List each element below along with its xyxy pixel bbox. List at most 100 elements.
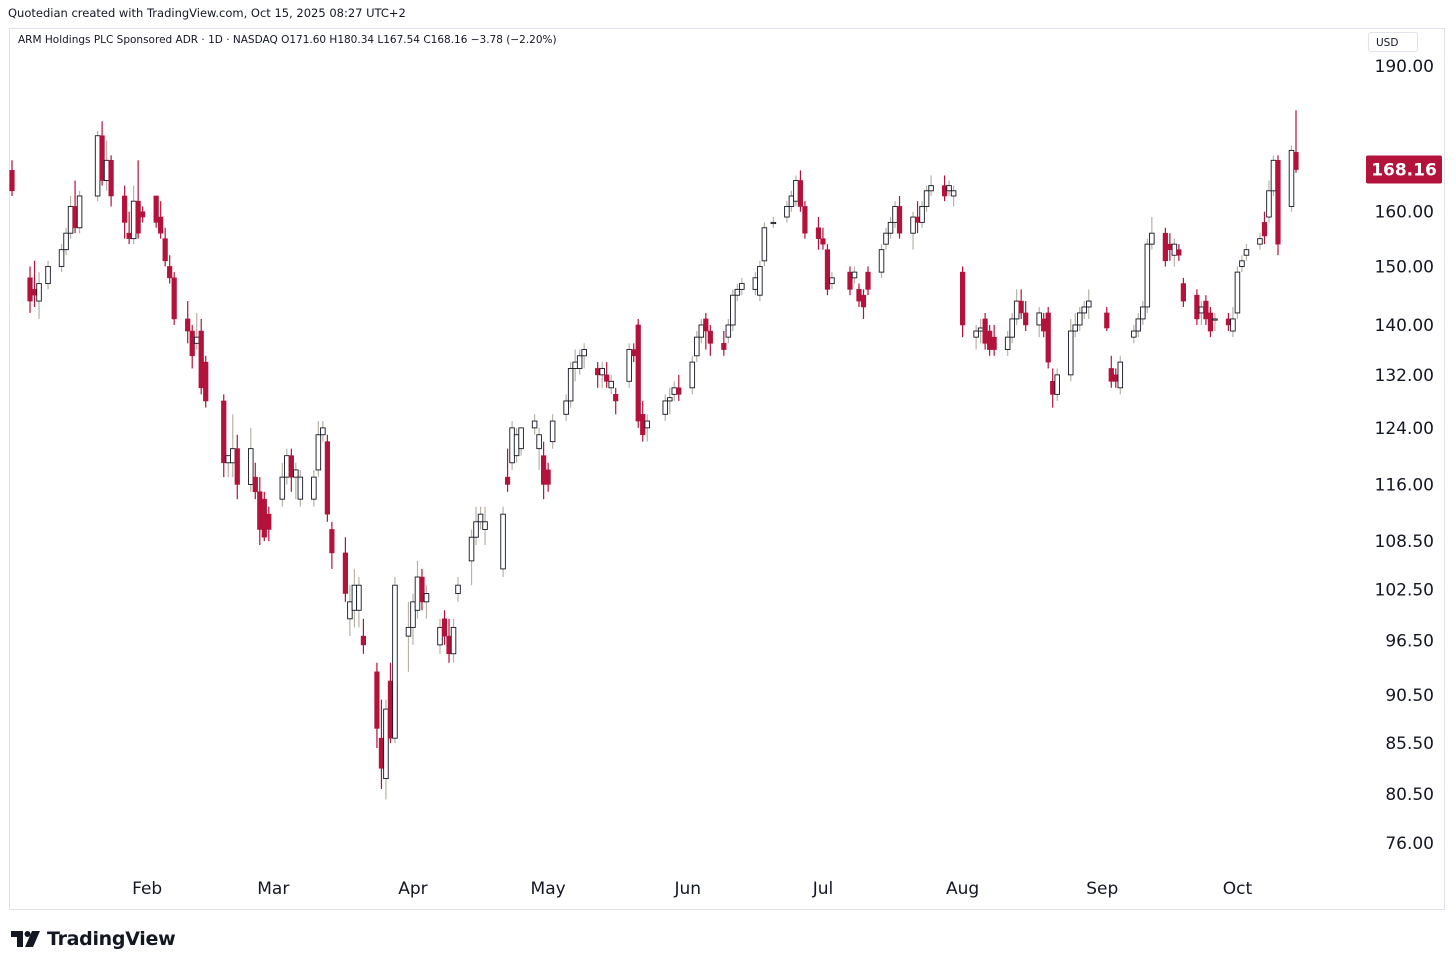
- candle[interactable]: [1076, 306, 1083, 332]
- candle[interactable]: [509, 421, 515, 470]
- candle[interactable]: [266, 506, 272, 542]
- candle[interactable]: [342, 537, 348, 602]
- candle[interactable]: [883, 227, 889, 250]
- candle[interactable]: [689, 355, 696, 395]
- candle[interactable]: [392, 577, 398, 744]
- candle[interactable]: [910, 211, 916, 250]
- candle[interactable]: [324, 434, 330, 522]
- candle[interactable]: [31, 260, 38, 307]
- candle[interactable]: [914, 201, 921, 234]
- candle[interactable]: [1234, 266, 1241, 319]
- candle[interactable]: [531, 414, 538, 435]
- candle[interactable]: [1009, 312, 1015, 344]
- candle[interactable]: [103, 140, 110, 191]
- candle[interactable]: [761, 222, 768, 267]
- candle[interactable]: [1198, 301, 1205, 325]
- candle[interactable]: [662, 394, 669, 422]
- candle[interactable]: [892, 201, 898, 228]
- candle[interactable]: [63, 227, 69, 256]
- candle[interactable]: [604, 362, 610, 388]
- candle[interactable]: [635, 318, 641, 428]
- candle[interactable]: [1104, 306, 1110, 332]
- candle[interactable]: [707, 324, 713, 356]
- candle[interactable]: [477, 506, 484, 530]
- candle[interactable]: [1013, 289, 1020, 325]
- candle[interactable]: [1036, 306, 1042, 338]
- candle[interactable]: [405, 601, 412, 672]
- candle[interactable]: [549, 414, 556, 449]
- candle[interactable]: [387, 662, 394, 744]
- candle[interactable]: [973, 324, 979, 350]
- candle[interactable]: [815, 217, 822, 250]
- candle[interactable]: [1243, 244, 1250, 261]
- candle[interactable]: [1225, 312, 1232, 332]
- candle[interactable]: [473, 506, 479, 546]
- candle[interactable]: [1149, 217, 1155, 250]
- candle[interactable]: [414, 560, 421, 619]
- candle[interactable]: [185, 301, 191, 344]
- candle[interactable]: [437, 618, 443, 654]
- candle[interactable]: [167, 255, 173, 284]
- candle[interactable]: [419, 568, 425, 611]
- candle[interactable]: [734, 283, 741, 302]
- candle[interactable]: [1113, 368, 1119, 388]
- candle[interactable]: [500, 506, 506, 578]
- candle[interactable]: [595, 362, 601, 388]
- candle[interactable]: [878, 244, 885, 278]
- candle[interactable]: [248, 427, 254, 492]
- candle[interactable]: [1050, 368, 1056, 408]
- candle[interactable]: [67, 195, 74, 239]
- candle[interactable]: [671, 381, 678, 401]
- currency-button[interactable]: USD: [1368, 32, 1418, 52]
- candle[interactable]: [1041, 312, 1047, 338]
- candle[interactable]: [1266, 180, 1272, 223]
- candle[interactable]: [1275, 155, 1281, 256]
- candle[interactable]: [626, 343, 632, 388]
- candle[interactable]: [536, 427, 542, 470]
- candle[interactable]: [941, 175, 948, 202]
- candle[interactable]: [928, 175, 934, 196]
- candle[interactable]: [171, 272, 177, 325]
- candle[interactable]: [221, 394, 227, 478]
- candle[interactable]: [315, 421, 322, 478]
- candle[interactable]: [676, 374, 682, 401]
- candle[interactable]: [1135, 312, 1142, 338]
- candle[interactable]: [599, 362, 605, 388]
- candle[interactable]: [347, 585, 353, 637]
- candle[interactable]: [739, 277, 745, 296]
- candle[interactable]: [58, 244, 65, 273]
- candle[interactable]: [441, 610, 448, 645]
- candle[interactable]: [667, 387, 673, 415]
- candle[interactable]: [76, 190, 83, 234]
- candle[interactable]: [1054, 368, 1060, 401]
- candle[interactable]: [1230, 306, 1236, 338]
- candle[interactable]: [1257, 233, 1263, 250]
- candle[interactable]: [1144, 238, 1151, 313]
- candle[interactable]: [1131, 324, 1137, 344]
- candle[interactable]: [1023, 301, 1029, 332]
- candle[interactable]: [360, 618, 367, 654]
- symbol-legend[interactable]: ARM Holdings PLC Sponsored ADR · 1D · NA…: [18, 34, 557, 46]
- candle[interactable]: [991, 324, 997, 356]
- x-axis[interactable]: Feb Mar Apr May Jun Jul Aug Sep Oct: [132, 879, 1252, 899]
- y-axis[interactable]: 190.00 160.00 150.00 140.00 132.00 124.00 116.…: [1375, 57, 1434, 854]
- candle[interactable]: [293, 462, 299, 500]
- candle[interactable]: [1212, 312, 1218, 332]
- candle[interactable]: [203, 355, 209, 408]
- candle[interactable]: [504, 448, 511, 492]
- candle[interactable]: [193, 312, 200, 350]
- candle[interactable]: [1018, 289, 1024, 319]
- candle[interactable]: [158, 201, 164, 239]
- candle[interactable]: [923, 185, 930, 212]
- candle[interactable]: [856, 283, 862, 307]
- candle[interactable]: [288, 448, 294, 492]
- candle[interactable]: [468, 529, 475, 586]
- candle[interactable]: [631, 343, 637, 363]
- candle[interactable]: [1067, 318, 1074, 382]
- candle[interactable]: [225, 455, 232, 478]
- candle[interactable]: [1293, 110, 1299, 173]
- candle[interactable]: [1171, 238, 1178, 267]
- candle[interactable]: [72, 180, 78, 234]
- candle[interactable]: [752, 272, 759, 296]
